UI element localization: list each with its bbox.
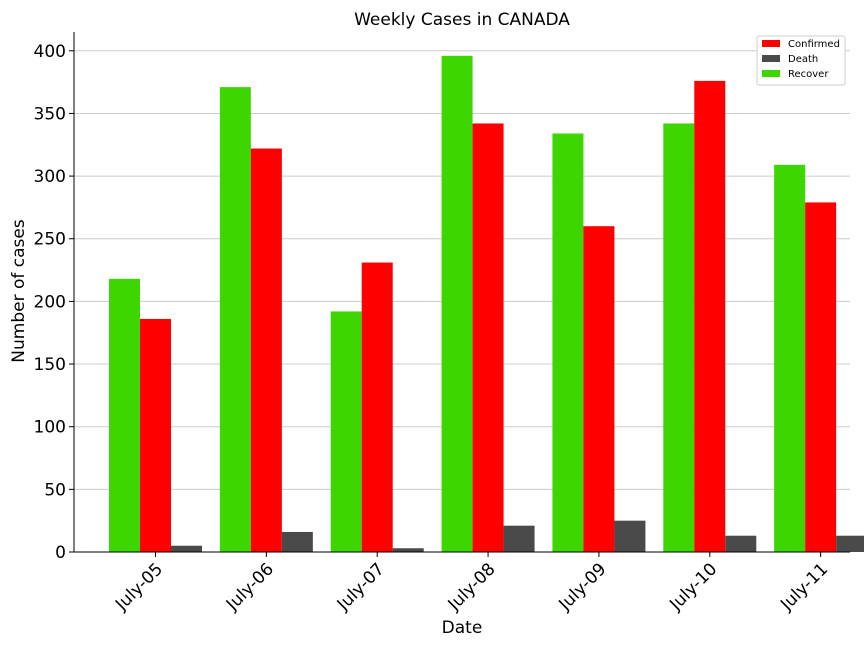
- x-tick-labels: July-05 July-06 July-07 July-08 July-09 July-…: [111, 552, 832, 615]
- y-tick-label: 400: [34, 42, 66, 62]
- y-axis-label: Number of cases: [9, 219, 29, 363]
- x-tick-label: July-05: [111, 559, 167, 615]
- bar-recover: [774, 164, 806, 552]
- bars: [109, 55, 864, 553]
- y-tick-label: 200: [34, 292, 66, 312]
- bar-confirmed: [250, 148, 282, 552]
- legend-label-recover: Recover: [788, 69, 829, 80]
- y-tick-labels: 0 50 100 150 200 250 300 350 400: [34, 42, 74, 563]
- legend: Confirmed Death Recover: [756, 35, 846, 86]
- x-tick-label: July-10: [665, 559, 721, 615]
- y-tick-label: 50: [44, 480, 66, 500]
- legend-swatch-confirmed: [762, 40, 780, 47]
- bar-recover: [441, 55, 473, 553]
- chart-title: Weekly Cases in CANADA: [354, 10, 570, 30]
- y-tick-label: 350: [34, 104, 66, 124]
- legend-swatch-death: [762, 55, 780, 62]
- legend-label-death: Death: [788, 54, 818, 65]
- bar-confirmed: [583, 226, 615, 553]
- bar-death: [503, 525, 535, 552]
- bar-confirmed: [361, 262, 393, 552]
- x-tick-label: July-06: [222, 559, 278, 615]
- bar-recover: [109, 278, 140, 552]
- y-tick-label: 0: [55, 543, 66, 563]
- y-tick-label: 150: [34, 355, 66, 375]
- bar-recover: [330, 311, 362, 552]
- bar-death: [725, 535, 757, 552]
- bar-confirmed: [805, 202, 837, 552]
- x-tick-label: July-07: [333, 559, 389, 615]
- x-tick-label: July-08: [444, 559, 500, 615]
- bar-death: [281, 531, 313, 552]
- x-tick-label: July-11: [776, 559, 832, 615]
- bar-death: [171, 545, 202, 552]
- legend-swatch-recover: [762, 70, 780, 77]
- x-axis-label: Date: [442, 618, 483, 638]
- x-tick-label: July-09: [555, 559, 611, 615]
- bar-recover: [219, 87, 251, 552]
- bar-death: [392, 548, 424, 552]
- bar-confirmed: [472, 123, 504, 552]
- y-tick-label: 250: [34, 230, 66, 250]
- bar-death: [614, 520, 646, 552]
- bar-recover: [663, 123, 695, 552]
- bar-confirmed: [140, 318, 171, 552]
- legend-label-confirmed: Confirmed: [788, 39, 840, 50]
- bar-recover: [552, 133, 584, 553]
- y-tick-label: 100: [34, 418, 66, 438]
- y-tick-label: 300: [34, 167, 66, 187]
- axes: [73, 32, 850, 553]
- bar-death: [836, 535, 864, 552]
- bar-confirmed: [694, 80, 726, 553]
